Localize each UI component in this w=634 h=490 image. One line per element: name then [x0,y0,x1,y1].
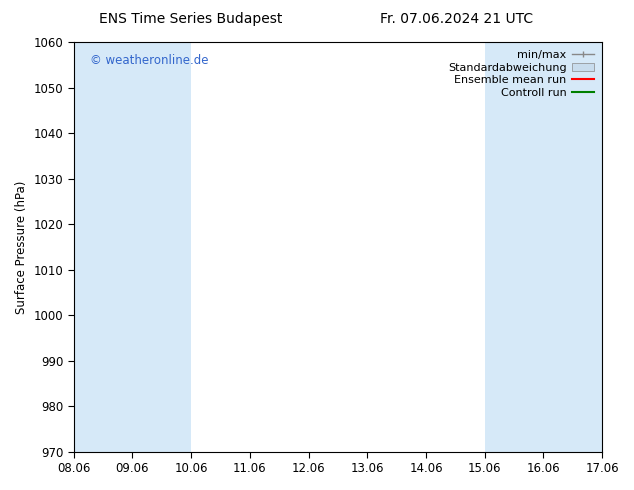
Bar [485,42,602,452]
Bar [74,42,191,452]
Y-axis label: Surface Pressure (hPa): Surface Pressure (hPa) [15,180,28,314]
Text: © weatheronline.de: © weatheronline.de [89,54,208,67]
Legend: min/max, Standardabweichung, Ensemble mean run, Controll run: min/max, Standardabweichung, Ensemble me… [446,48,597,100]
Text: ENS Time Series Budapest: ENS Time Series Budapest [98,12,282,26]
Text: Fr. 07.06.2024 21 UTC: Fr. 07.06.2024 21 UTC [380,12,533,26]
